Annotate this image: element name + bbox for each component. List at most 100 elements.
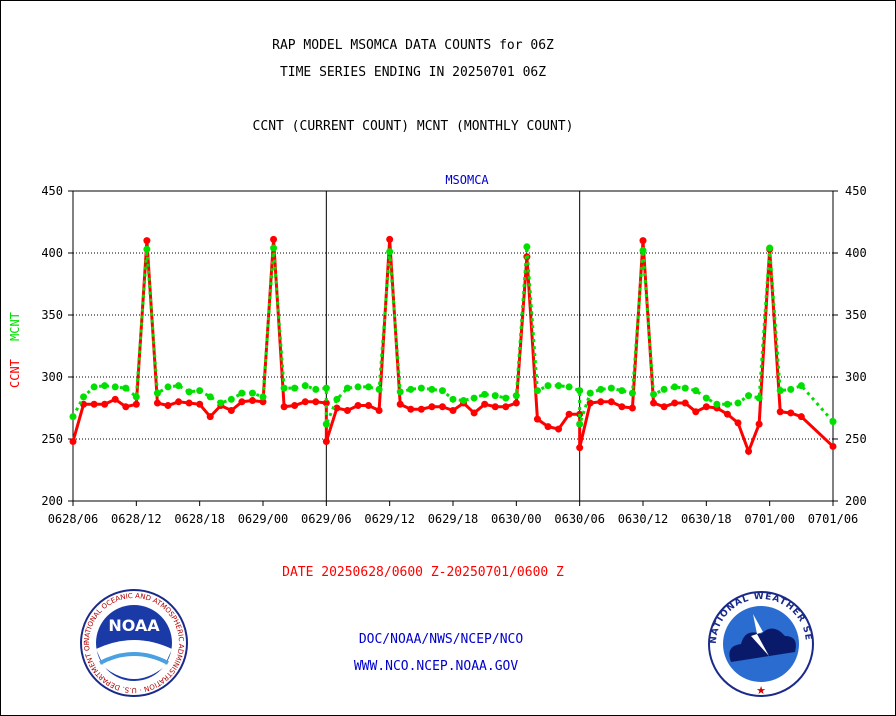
y-tick-label-right: 450: [845, 184, 867, 198]
data-point-mcnt: [586, 389, 594, 397]
noaa-ring-text: NATIONAL OCEANIC AND ATMOSPHERIC ADMINIS…: [0, 0, 185, 694]
data-point-ccnt: [449, 406, 457, 414]
data-point-ccnt: [597, 398, 605, 406]
x-tick-label: 0630/12: [618, 512, 669, 526]
data-point-mcnt: [481, 390, 489, 398]
data-point-ccnt: [734, 419, 742, 427]
x-tick-label: 0701/00: [744, 512, 795, 526]
x-tick-label: 0628/18: [174, 512, 225, 526]
data-point-mcnt: [407, 385, 415, 393]
data-point-ccnt: [829, 442, 837, 450]
noaa-logo-text: NOAA: [108, 616, 160, 635]
data-point-mcnt: [227, 395, 235, 403]
data-point-mcnt: [90, 383, 98, 391]
data-point-mcnt: [312, 385, 320, 393]
data-point-ccnt: [512, 399, 520, 407]
data-point-mcnt: [322, 420, 330, 428]
data-point-mcnt: [470, 394, 478, 402]
noaa-wave: [99, 652, 169, 665]
url-link[interactable]: WWW.NCO.NCEP.NOAA.GOV: [353, 659, 519, 674]
data-point-ccnt: [185, 399, 193, 407]
data-point-mcnt: [185, 388, 193, 396]
data-point-ccnt: [111, 395, 119, 403]
data-point-mcnt: [175, 382, 183, 390]
data-point-ccnt: [90, 400, 98, 408]
data-point-mcnt: [607, 384, 615, 392]
data-point-mcnt: [101, 382, 109, 390]
data-point-mcnt: [660, 385, 668, 393]
data-point-mcnt: [153, 389, 161, 397]
x-tick-label: 0630/18: [681, 512, 732, 526]
data-point-mcnt: [776, 387, 784, 395]
data-point-mcnt: [428, 385, 436, 393]
y-tick-label-right: 350: [845, 308, 867, 322]
x-tick-label: 0701/06: [808, 512, 859, 526]
data-point-mcnt: [597, 385, 605, 393]
data-point-ccnt: [280, 403, 288, 411]
data-point-ccnt: [565, 410, 573, 418]
data-point-ccnt: [702, 403, 710, 411]
data-point-ccnt: [650, 399, 658, 407]
data-point-mcnt: [291, 384, 299, 392]
data-point-mcnt: [628, 389, 636, 397]
series-line-ccnt: [71, 239, 835, 456]
x-tick-label: 0628/06: [48, 512, 99, 526]
data-point-ccnt: [417, 405, 425, 413]
data-point-ccnt: [333, 404, 341, 412]
data-point-ccnt: [322, 399, 330, 407]
data-point-mcnt: [354, 383, 362, 391]
y-tick-label-right: 300: [845, 370, 867, 384]
x-tick-label: 0629/00: [238, 512, 289, 526]
data-point-mcnt: [343, 384, 351, 392]
x-tick-label: 0630/06: [554, 512, 605, 526]
data-point-ccnt: [586, 399, 594, 407]
data-point-ccnt: [407, 405, 415, 413]
data-point-ccnt: [69, 437, 77, 445]
data-point-mcnt: [576, 387, 584, 395]
nws-ring-text: NATIONAL WEATHER SERVICE: [0, 0, 812, 644]
x-tick-label: 0629/06: [301, 512, 352, 526]
data-point-ccnt: [607, 398, 615, 406]
data-point-ccnt: [555, 425, 563, 433]
y-tick-label-right: 250: [845, 432, 867, 446]
data-point-mcnt: [523, 243, 531, 251]
y-tick-label-left: 200: [41, 494, 63, 508]
data-point-ccnt: [491, 403, 499, 411]
data-point-ccnt: [153, 399, 161, 407]
data-point-ccnt: [797, 413, 805, 421]
data-point-ccnt: [164, 402, 172, 410]
data-point-mcnt: [365, 383, 373, 391]
data-point-ccnt: [681, 399, 689, 407]
data-point-ccnt: [660, 403, 668, 411]
data-point-ccnt: [618, 403, 626, 411]
x-tick-label: 0630/00: [491, 512, 542, 526]
data-point-mcnt: [681, 384, 689, 392]
data-point-ccnt: [386, 235, 394, 243]
data-point-ccnt: [354, 402, 362, 410]
chart-title-line2: TIME SERIES ENDING IN 20250701 06Z: [279, 65, 547, 80]
data-point-ccnt: [322, 437, 330, 445]
data-point-mcnt: [734, 399, 742, 407]
data-point-mcnt: [692, 387, 700, 395]
data-point-mcnt: [650, 390, 658, 398]
data-point-mcnt: [122, 384, 130, 392]
data-point-ccnt: [270, 235, 278, 243]
data-point-ccnt: [312, 398, 320, 406]
data-point-mcnt: [565, 383, 573, 391]
y-tick-label-left: 450: [41, 184, 63, 198]
y-axis-label-ccnt: CCNT: [8, 359, 22, 388]
y-tick-label-left: 400: [41, 246, 63, 260]
data-point-mcnt: [417, 384, 425, 392]
data-point-ccnt: [428, 403, 436, 411]
y-axis-label-mcnt: MCNT: [8, 312, 22, 341]
y-tick-label-left: 350: [41, 308, 63, 322]
data-point-ccnt: [375, 406, 383, 414]
data-point-ccnt: [248, 397, 256, 405]
data-point-ccnt: [196, 400, 204, 408]
data-point-ccnt: [227, 406, 235, 414]
data-point-mcnt: [143, 245, 151, 253]
data-point-ccnt: [787, 409, 795, 417]
data-point-mcnt: [576, 420, 584, 428]
y-tick-label-left: 300: [41, 370, 63, 384]
date-range-label: DATE 20250628/0600 Z-20250701/0600 Z: [282, 565, 564, 580]
